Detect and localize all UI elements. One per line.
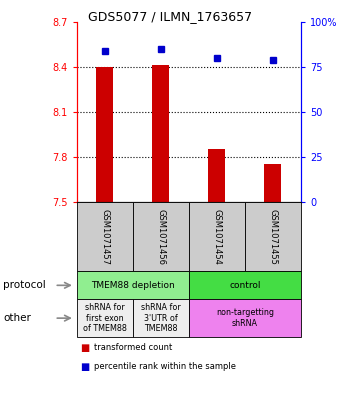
Text: shRNA for
3'UTR of
TMEM88: shRNA for 3'UTR of TMEM88 [141, 303, 181, 333]
Text: control: control [229, 281, 260, 290]
Text: GSM1071457: GSM1071457 [100, 209, 109, 265]
Text: non-targetting
shRNA: non-targetting shRNA [216, 309, 274, 328]
Bar [265, 164, 281, 202]
Text: GSM1071456: GSM1071456 [156, 209, 165, 265]
Text: shRNA for
first exon
of TMEM88: shRNA for first exon of TMEM88 [83, 303, 126, 333]
Text: other: other [3, 313, 31, 323]
Text: ■: ■ [80, 362, 89, 371]
Text: transformed count: transformed count [94, 343, 172, 352]
Text: GSM1071455: GSM1071455 [268, 209, 277, 265]
Text: GSM1071454: GSM1071454 [212, 209, 221, 265]
Bar [96, 67, 113, 202]
Text: ■: ■ [80, 343, 89, 353]
Bar [208, 149, 225, 202]
Bar [152, 65, 169, 202]
Text: protocol: protocol [3, 280, 46, 290]
Text: percentile rank within the sample: percentile rank within the sample [94, 362, 236, 371]
Text: GDS5077 / ILMN_1763657: GDS5077 / ILMN_1763657 [88, 10, 252, 23]
Text: TMEM88 depletion: TMEM88 depletion [91, 281, 174, 290]
